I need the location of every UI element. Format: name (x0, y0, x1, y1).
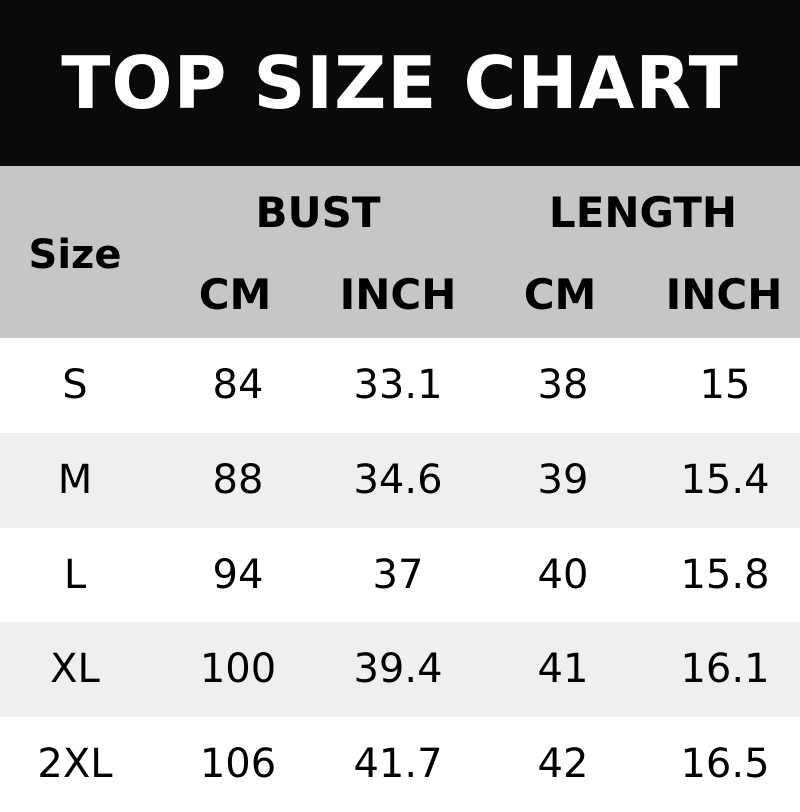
cell-length-cm: 38 (537, 362, 589, 408)
cell-bust-inch: 41.7 (353, 741, 443, 788)
table-row: XL 100 39.4 41 16.1 (0, 622, 800, 718)
cell-bust-inch: 37 (372, 551, 424, 598)
cell-bust-inch: 34.6 (353, 456, 443, 503)
header-bust: BUST (255, 188, 381, 237)
cell-length-cm: 39 (537, 456, 589, 503)
cell-size: M (57, 456, 93, 503)
cell-bust-cm: 94 (212, 551, 264, 598)
cell-bust-cm: 88 (212, 456, 264, 503)
header-length-inch: INCH (665, 270, 783, 319)
header-length-cm: CM (523, 270, 597, 319)
cell-size: L (63, 551, 87, 598)
table-row: L 94 37 40 15.8 (0, 528, 800, 623)
table-row: 2XL 106 41.7 42 16.5 (0, 717, 800, 812)
cell-bust-cm: 106 (199, 741, 277, 788)
cell-size: XL (50, 646, 100, 693)
cell-size: S (62, 362, 88, 408)
cell-length-inch: 15.8 (680, 551, 770, 598)
cell-length-cm: 41 (537, 646, 589, 693)
cell-length-cm: 40 (537, 551, 589, 598)
cell-length-cm: 42 (537, 741, 589, 788)
cell-bust-cm: 84 (212, 362, 264, 408)
cell-size: 2XL (37, 741, 113, 788)
cell-bust-inch: 33.1 (353, 362, 443, 408)
header-length: LENGTH (548, 188, 738, 237)
chart-title: TOP SIZE CHART (0, 0, 800, 166)
table-row: M 88 34.6 39 15.4 (0, 432, 800, 528)
table-header: Size BUST LENGTH CM INCH CM INCH (0, 166, 800, 338)
cell-length-inch: 15 (699, 362, 751, 408)
cell-bust-inch: 39.4 (353, 646, 443, 693)
cell-length-inch: 16.1 (680, 646, 770, 693)
header-bust-cm: CM (198, 270, 272, 319)
cell-length-inch: 16.5 (680, 741, 770, 788)
cell-length-inch: 15.4 (680, 456, 770, 503)
header-size: Size (28, 232, 122, 278)
header-bust-inch: INCH (339, 270, 457, 319)
table-row: S 84 33.1 38 15 (0, 338, 800, 433)
cell-bust-cm: 100 (199, 646, 277, 693)
